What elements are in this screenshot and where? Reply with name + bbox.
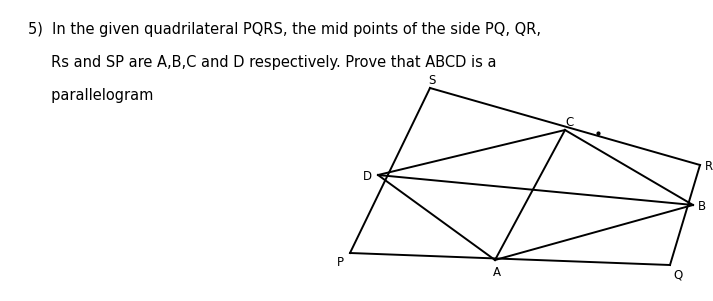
- Text: parallelogram: parallelogram: [28, 88, 153, 103]
- Text: C: C: [566, 116, 574, 129]
- Text: Q: Q: [673, 268, 682, 281]
- Text: B: B: [698, 200, 706, 213]
- Text: S: S: [429, 73, 436, 86]
- Text: 5)  In the given quadrilateral PQRS, the mid points of the side PQ, QR,: 5) In the given quadrilateral PQRS, the …: [28, 22, 541, 37]
- Text: D: D: [362, 170, 371, 184]
- Text: A: A: [493, 265, 501, 278]
- Text: Rs and SP are A,B,C and D respectively. Prove that ABCD is a: Rs and SP are A,B,C and D respectively. …: [28, 55, 496, 70]
- Text: R: R: [705, 160, 713, 173]
- Text: P: P: [337, 256, 344, 269]
